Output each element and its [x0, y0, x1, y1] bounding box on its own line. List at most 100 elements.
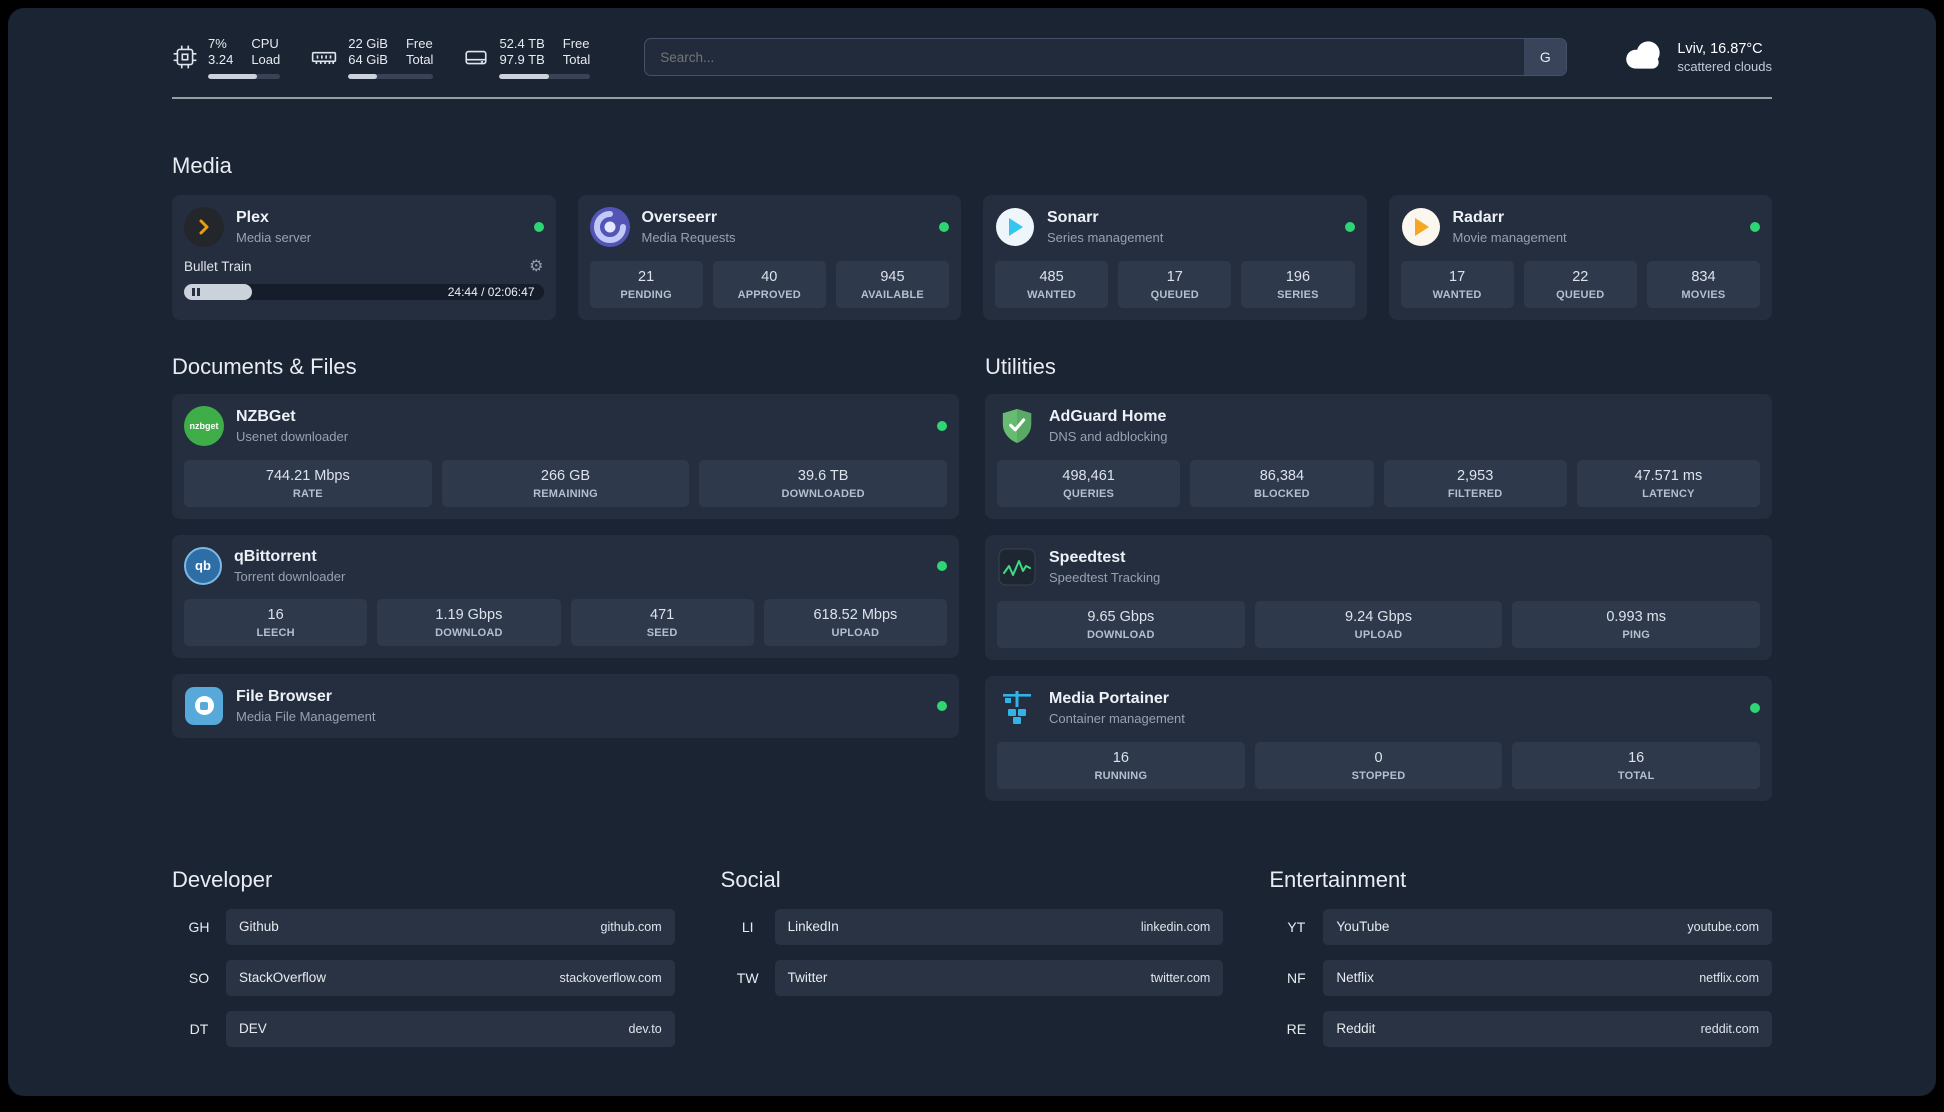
plex-now-playing: Bullet Train ⚙ 24:44 / 02:06:47: [184, 257, 544, 300]
status-indicator: [1750, 221, 1760, 232]
pause-icon[interactable]: [192, 287, 200, 296]
service-title: Plex: [236, 208, 269, 226]
disk-total-value: 97.9 TB: [499, 52, 545, 68]
stat-label: APPROVED: [737, 288, 801, 301]
section-media: Media Plex Media server Bullet Train: [172, 153, 1772, 320]
disk-widget: 52.4 TB 97.9 TB Free Total: [463, 36, 591, 79]
bookmark-youtube[interactable]: YT YouTube youtube.com: [1269, 908, 1772, 945]
stat-tile: 834 MOVIES: [1646, 260, 1761, 308]
stat-value: 9.24 Gbps: [1345, 608, 1412, 625]
service-card-nzbget[interactable]: nzbget NZBGet Usenet downloader 744.21 M…: [172, 393, 959, 519]
stat-value: 196: [1285, 268, 1311, 285]
status-indicator: [533, 221, 544, 232]
stat-label: REMAINING: [533, 487, 598, 500]
section-title-utilities: Utilities: [985, 353, 1056, 379]
service-title: qBittorrent: [234, 547, 317, 565]
weather-location: Lviv, 16.87°C: [1677, 40, 1763, 57]
bookmark-domain: youtube.com: [1687, 919, 1759, 934]
bookmark-name: Reddit: [1336, 1021, 1376, 1036]
service-title: AdGuard Home: [1049, 407, 1167, 425]
stat-tile: 21 PENDING: [589, 260, 703, 308]
disk-total-label: Total: [562, 52, 591, 68]
memory-total-value: 64 GiB: [348, 52, 388, 68]
overseerr-icon: [589, 206, 630, 247]
bookmark-abbr: DT: [189, 1020, 209, 1037]
bookmark-stackoverflow[interactable]: SO StackOverflow stackoverflow.com: [172, 959, 675, 996]
bookmark-twitter[interactable]: TW Twitter twitter.com: [721, 959, 1224, 996]
stat-label: UPLOAD: [831, 626, 880, 639]
service-title: Sonarr: [1047, 208, 1099, 226]
service-card-plex[interactable]: Plex Media server Bullet Train ⚙ 24:44: [172, 194, 556, 320]
stat-value: 47.571 ms: [1634, 467, 1703, 484]
stat-value: 266 GB: [540, 467, 591, 484]
radarr-icon: [1401, 207, 1441, 247]
stat-value: 16: [267, 606, 284, 623]
service-card-sonarr[interactable]: Sonarr Series management 485 WANTED 17 Q…: [983, 194, 1367, 320]
service-card-radarr[interactable]: Radarr Movie management 17 WANTED 22 QUE…: [1388, 194, 1772, 320]
service-title: Speedtest: [1049, 548, 1126, 566]
bookmark-name: StackOverflow: [239, 970, 327, 985]
stat-value: 40: [761, 268, 778, 285]
search-input[interactable]: [644, 38, 1568, 77]
bookmark-domain: twitter.com: [1150, 970, 1211, 985]
service-card-filebrowser[interactable]: File Browser Media File Management: [172, 673, 959, 738]
service-card-qbittorrent[interactable]: qb qBittorrent Torrent downloader 16 LEE…: [172, 534, 959, 658]
stat-label: LATENCY: [1642, 487, 1695, 500]
bookmark-netflix[interactable]: NF Netflix netflix.com: [1269, 959, 1772, 996]
bookmark-dev[interactable]: DT DEV dev.to: [172, 1010, 675, 1047]
service-subtitle: Usenet downloader: [236, 428, 349, 444]
cpu-label: CPU: [251, 36, 279, 51]
stat-tile: 196 SERIES: [1241, 260, 1355, 308]
status-indicator: [939, 221, 949, 232]
service-card-speedtest[interactable]: Speedtest Speedtest Tracking 9.65 Gbps D…: [985, 534, 1772, 660]
stat-label: WANTED: [1432, 288, 1482, 301]
nzbget-icon: nzbget: [184, 405, 224, 446]
service-card-adguard[interactable]: AdGuard Home DNS and adblocking 498,461 …: [985, 393, 1772, 519]
bookmark-domain: github.com: [600, 919, 662, 934]
section-title-media: Media: [172, 152, 232, 178]
disk-progress-bar: [499, 73, 591, 79]
bookmark-name: LinkedIn: [787, 919, 839, 934]
bookmark-abbr: RE: [1286, 1020, 1307, 1037]
status-indicator: [1344, 221, 1355, 232]
stat-value: 2,953: [1456, 467, 1494, 484]
portainer-icon: [997, 688, 1037, 728]
stat-value: 471: [650, 606, 675, 623]
bookmark-name: Github: [239, 919, 279, 934]
stat-tile: 2,953 FILTERED: [1383, 459, 1567, 507]
memory-icon: [310, 44, 338, 70]
stat-value: 618.52 Mbps: [813, 606, 898, 623]
disk-progress-fill: [499, 73, 550, 79]
stat-value: 1.19 Gbps: [435, 606, 503, 623]
gear-icon[interactable]: ⚙: [529, 257, 544, 275]
bookmark-github[interactable]: GH Github github.com: [172, 908, 675, 945]
stat-value: 485: [1039, 268, 1064, 285]
weather-widget: Lviv, 16.87°C scattered clouds: [1621, 39, 1772, 76]
playback-progress-bar[interactable]: 24:44 / 02:06:47: [184, 283, 544, 300]
stat-tile: 47.571 ms LATENCY: [1576, 459, 1760, 507]
stat-tile: 22 QUEUED: [1523, 260, 1637, 308]
search-provider-button[interactable]: G: [1524, 39, 1567, 76]
disk-free-value: 52.4 TB: [499, 36, 545, 51]
stat-tile: 16 RUNNING: [997, 741, 1245, 789]
service-title: NZBGet: [236, 407, 296, 425]
cloud-icon: [1621, 39, 1667, 76]
bookmark-name: DEV: [239, 1021, 267, 1036]
stat-value: 17: [1449, 268, 1466, 285]
playback-progress-fill: [184, 283, 253, 300]
stat-label: QUEUED: [1150, 288, 1199, 301]
stat-value: 744.21 Mbps: [265, 467, 350, 484]
service-card-portainer[interactable]: Media Portainer Container management 16 …: [985, 675, 1772, 801]
cpu-usage-value: 7%: [208, 36, 227, 51]
service-card-overseerr[interactable]: Overseerr Media Requests 21 PENDING 40 A…: [577, 194, 961, 320]
bookmark-linkedin[interactable]: LI LinkedIn linkedin.com: [721, 908, 1224, 945]
stat-value: 9.65 Gbps: [1087, 608, 1155, 625]
stat-tile: 945 AVAILABLE: [835, 260, 950, 308]
service-subtitle: Media File Management: [236, 708, 376, 724]
top-bar: 7% 3.24 CPU Load: [172, 36, 1772, 79]
cpu-icon: [172, 44, 198, 70]
speedtest-icon: [997, 547, 1037, 587]
bookmark-reddit[interactable]: RE Reddit reddit.com: [1269, 1010, 1772, 1047]
disk-free-label: Free: [562, 36, 590, 51]
stat-tile: 471 SEED: [570, 598, 754, 646]
